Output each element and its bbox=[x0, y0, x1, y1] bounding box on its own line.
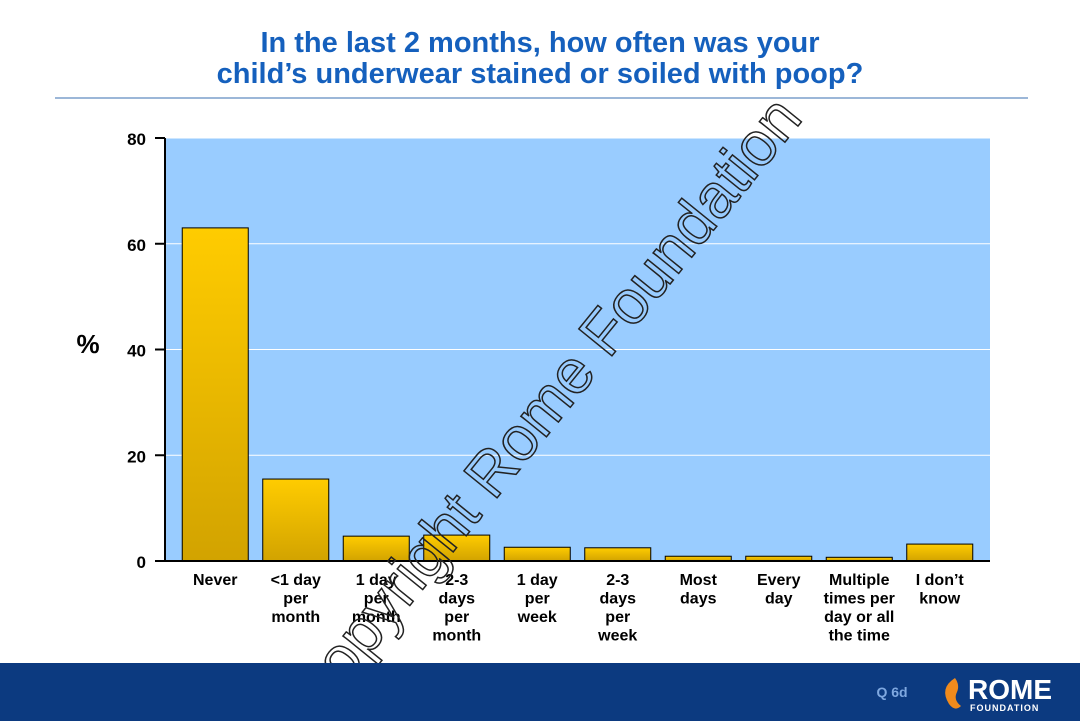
x-tick-label: Multiple times per day or all the time bbox=[824, 572, 895, 645]
footer-band bbox=[0, 663, 1080, 721]
chart-title: In the last 2 months, how often was your… bbox=[217, 27, 864, 90]
y-tick-label: 20 bbox=[127, 447, 146, 466]
x-tick-label: 1 day per week bbox=[517, 572, 558, 626]
y-tick-label: 40 bbox=[127, 342, 146, 361]
bar bbox=[262, 478, 330, 562]
y-tick-label: 0 bbox=[137, 553, 146, 572]
footer-code: Q 6d bbox=[876, 684, 907, 700]
x-tick-label: 2-3 days per week bbox=[597, 572, 637, 645]
logo-sub: FOUNDATION bbox=[970, 703, 1039, 713]
bar bbox=[906, 543, 974, 562]
x-tick-label: Most days bbox=[680, 572, 718, 608]
y-axis-label: % bbox=[76, 329, 99, 359]
logo-flame bbox=[945, 678, 961, 709]
bar bbox=[423, 534, 491, 562]
bar bbox=[584, 547, 652, 562]
bar bbox=[503, 546, 571, 562]
x-tick-label: 2-3 days per month bbox=[432, 572, 481, 645]
y-tick-label: 80 bbox=[127, 130, 146, 149]
x-tick-label: I don’t know bbox=[916, 572, 965, 608]
x-tick-label: Every day bbox=[757, 572, 801, 608]
x-tick-label: 1 day per month bbox=[352, 572, 401, 626]
y-tick-label: 60 bbox=[127, 236, 146, 255]
bar bbox=[181, 227, 249, 562]
logo: ROME bbox=[968, 674, 1052, 705]
x-tick-label: <1 day per month bbox=[271, 572, 321, 626]
x-tick-label: Never bbox=[193, 572, 237, 589]
